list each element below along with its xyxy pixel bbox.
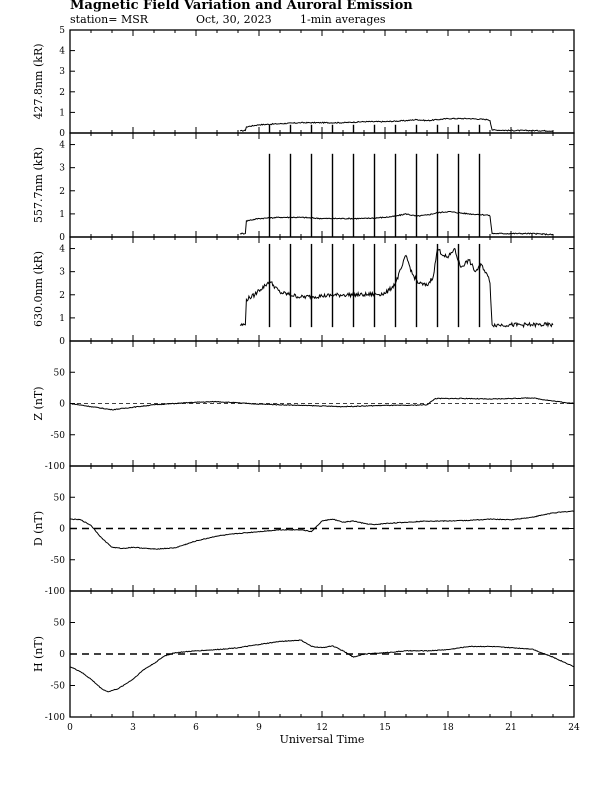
x-axis-label: Universal Time xyxy=(280,733,365,746)
y-axis-label: D (nT) xyxy=(32,511,45,546)
y-axis-label: 557.7nm (kR) xyxy=(32,147,45,223)
y-tick-label: -50 xyxy=(51,682,66,692)
y-tick-label: -100 xyxy=(45,462,65,472)
panel-Z: -100 -50 0 50 Z (nT) xyxy=(32,340,575,472)
series-line xyxy=(69,639,575,693)
series-line xyxy=(239,117,554,132)
panel-H: -100 -50 0 50 H (nT) 0 3 6 9 12 15 18 21 24 Universal … xyxy=(32,590,580,746)
y-tick-label: 1 xyxy=(59,108,65,118)
x-tick-label: 9 xyxy=(256,723,262,733)
y-tick-label: -50 xyxy=(51,556,66,566)
x-tick-label: 18 xyxy=(442,723,454,733)
y-tick-label: -100 xyxy=(45,713,65,723)
y-tick-label: 0 xyxy=(59,525,65,535)
y-tick-label: 4 xyxy=(59,245,65,255)
panel-427: 0 1 2 3 4 5 427.8nm (kR) xyxy=(32,26,575,139)
y-tick-label: -100 xyxy=(45,587,65,597)
panel-630: 0 1 2 3 4 630.0nm (kR) xyxy=(32,236,575,347)
panel-557: 0 1 2 3 4 557.7nm (kR) xyxy=(32,132,575,243)
x-tick-label: 6 xyxy=(193,723,199,733)
x-tick-label: 0 xyxy=(67,723,73,733)
x-tick-label: 21 xyxy=(505,723,516,733)
series-line xyxy=(69,510,575,550)
x-tick-label: 12 xyxy=(316,723,327,733)
panel-frame xyxy=(69,132,575,238)
y-axis-label: 427.8nm (kR) xyxy=(32,43,45,119)
series-line xyxy=(239,210,554,236)
y-tick-label: 0 xyxy=(59,337,65,347)
y-tick-label: 3 xyxy=(59,164,65,174)
y-tick-label: 2 xyxy=(59,88,65,98)
averaging-label: 1-min averages xyxy=(300,13,386,26)
y-tick-label: 0 xyxy=(59,650,65,660)
x-tick-label: 15 xyxy=(379,723,391,733)
y-tick-label: 1 xyxy=(59,210,65,220)
y-tick-label: 4 xyxy=(59,141,65,151)
y-tick-label: 50 xyxy=(54,368,66,378)
y-tick-label: 50 xyxy=(54,619,66,629)
y-tick-label: 3 xyxy=(59,67,65,77)
station-label: station= MSR xyxy=(70,13,149,26)
series-line xyxy=(69,397,575,411)
y-tick-label: 2 xyxy=(59,291,65,301)
date-label: Oct, 30, 2023 xyxy=(196,13,272,26)
x-tick-label: 3 xyxy=(130,723,136,733)
x-tick-label: 24 xyxy=(568,723,580,733)
y-tick-label: 50 xyxy=(54,493,66,503)
series-line xyxy=(239,247,554,329)
y-axis-label: Z (nT) xyxy=(32,386,45,420)
y-axis-label: H (nT) xyxy=(32,636,45,672)
panel-frame xyxy=(69,236,575,342)
chart-title: Magnetic Field Variation and Auroral Emi… xyxy=(70,0,413,13)
y-tick-label: 0 xyxy=(59,233,65,243)
y-axis-label: 630.0nm (kR) xyxy=(32,251,45,327)
y-tick-label: 4 xyxy=(59,47,65,57)
panel-frame xyxy=(69,29,575,134)
y-tick-label: 1 xyxy=(59,314,65,324)
y-tick-label: 0 xyxy=(59,129,65,139)
y-tick-label: 2 xyxy=(59,187,65,197)
y-tick-label: 3 xyxy=(59,268,65,278)
y-tick-label: -50 xyxy=(51,431,66,441)
y-tick-label: 5 xyxy=(59,26,65,36)
panel-D: -100 -50 0 50 D (nT) xyxy=(32,465,575,597)
y-tick-label: 0 xyxy=(59,400,65,410)
